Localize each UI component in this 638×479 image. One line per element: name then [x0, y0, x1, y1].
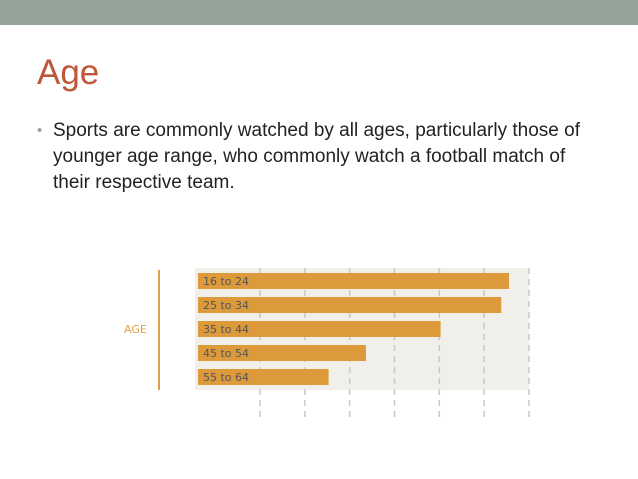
y-axis-label: AGE	[124, 323, 147, 336]
category-label: 16 to 24	[203, 275, 249, 288]
category-label: 45 to 54	[203, 347, 249, 360]
bar	[198, 369, 329, 385]
bullet-dot-icon: •	[37, 122, 43, 139]
bullet-item: • Sports are commonly watched by all age…	[37, 118, 597, 196]
bars	[198, 273, 509, 385]
grid-lines	[259, 268, 530, 418]
bar	[198, 273, 509, 289]
bar	[198, 345, 366, 361]
bar	[198, 297, 502, 313]
bar	[198, 321, 441, 337]
bullet-list: • Sports are commonly watched by all age…	[37, 118, 597, 196]
category-label: 35 to 44	[203, 323, 249, 336]
category-label: 55 to 64	[203, 371, 249, 384]
slide-title: Age	[37, 53, 100, 92]
category-label: 25 to 34	[203, 299, 249, 312]
slide-top-bar	[0, 0, 638, 25]
category-labels: 16 to 24 25 to 34 35 to 44 45 to 54 55 to 64	[203, 275, 249, 384]
bullet-text: Sports are commonly watched by all ages,…	[53, 120, 580, 193]
